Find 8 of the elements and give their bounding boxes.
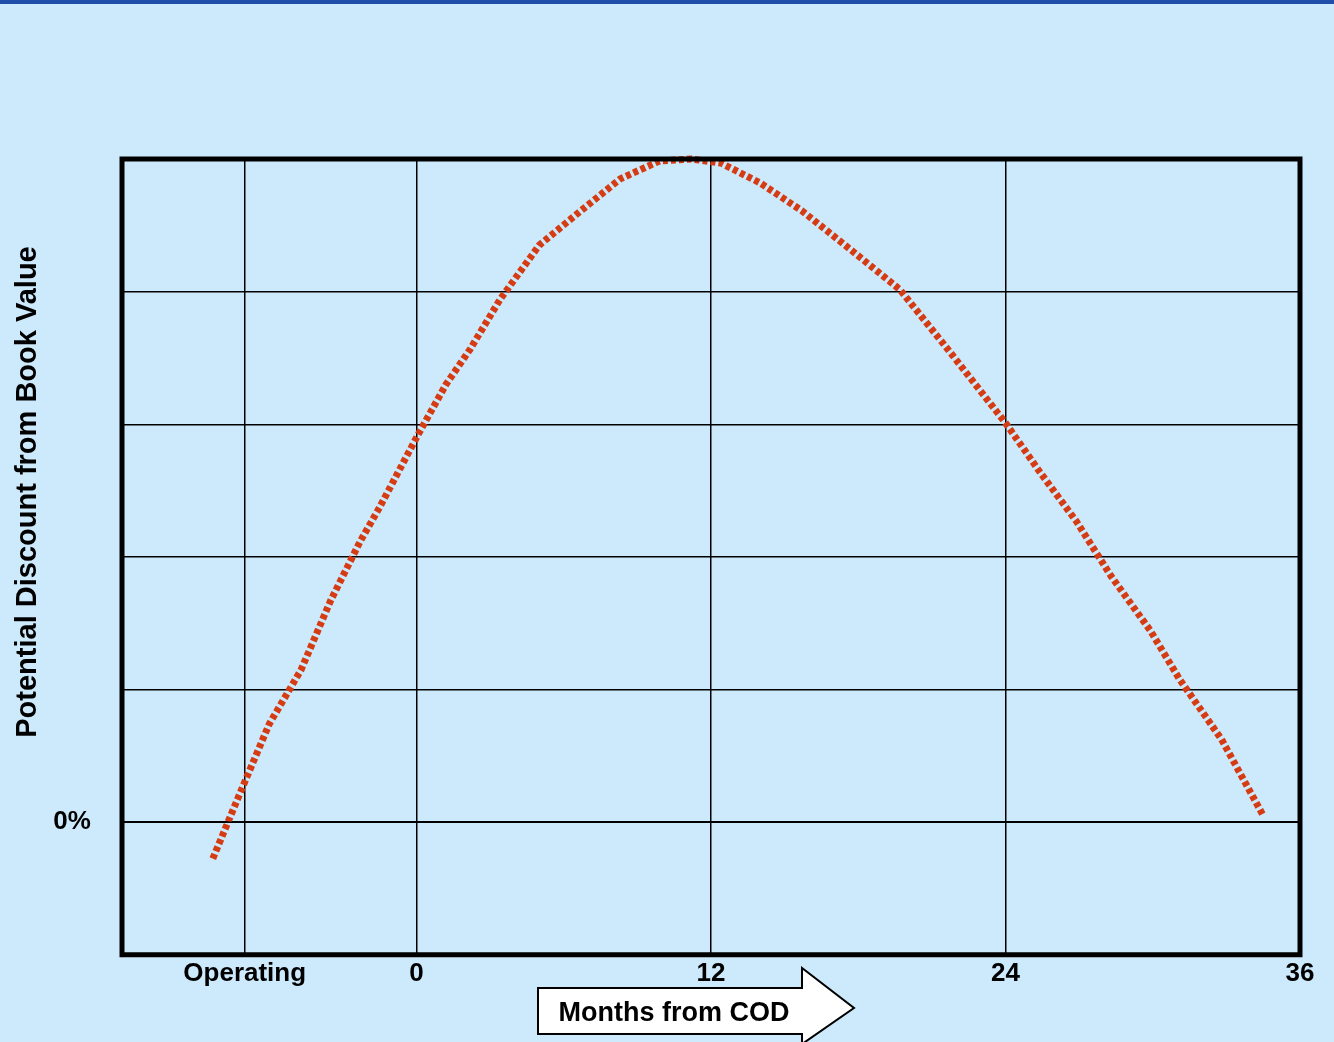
x-tick-label: 0 — [409, 956, 424, 987]
x-tick-label: 24 — [991, 956, 1021, 987]
x-axis-title: Months from COD — [557, 996, 791, 1029]
x-tick-label: Operating — [183, 956, 307, 987]
ref-line-label: 0% — [53, 805, 91, 836]
x-tick-label: 36 — [1285, 956, 1315, 987]
y-axis-title: Potential Discount from Book Value — [9, 246, 43, 738]
x-tick-label: 12 — [696, 956, 726, 987]
